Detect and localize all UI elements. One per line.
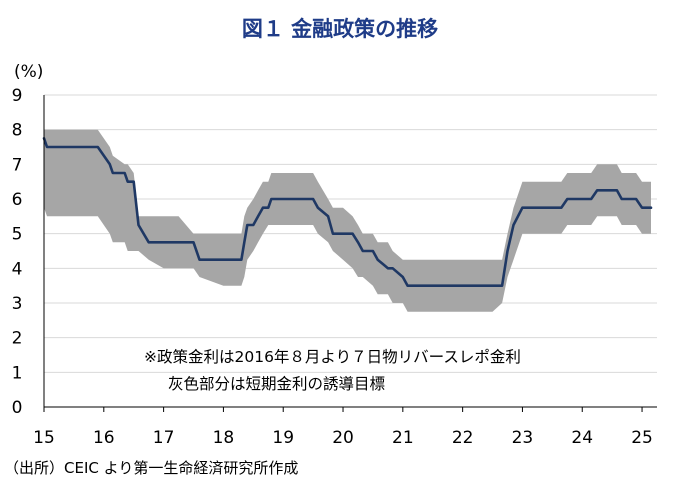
chart-title: 図１ 金融政策の推移 — [242, 17, 438, 41]
policy-rate-line — [42, 137, 653, 288]
y-tick-label: 4 — [12, 259, 23, 279]
target-band-area — [44, 129, 651, 312]
y-tick-label: 2 — [12, 329, 23, 349]
x-tick-label: 17 — [153, 428, 175, 448]
y-tick-label: 1 — [12, 363, 23, 383]
annotation-policy-rate-note: ※政策金利は2016年８月より７日物リバースレポ金利 — [144, 348, 521, 366]
series-line — [42, 137, 653, 288]
y-tick-label: 3 — [12, 294, 23, 314]
x-tick-label: 18 — [213, 428, 235, 448]
annotation-band-note: 灰色部分は短期金利の誘導目標 — [168, 375, 385, 393]
x-tick-label: 23 — [512, 428, 534, 448]
x-tick-label: 25 — [631, 428, 653, 448]
x-axis-ticks: 15 16 17 18 19 20 21 22 23 24 25 — [33, 407, 653, 448]
y-axis-unit-label: (%) — [14, 62, 43, 82]
y-axis-ticks: 0 1 2 3 4 5 6 7 8 9 — [12, 86, 23, 418]
source-note: （出所）CEIC より第一生命経済研究所作成 — [4, 459, 298, 477]
x-tick-label: 22 — [452, 428, 474, 448]
y-tick-label: 9 — [12, 86, 23, 106]
y-tick-label: 7 — [12, 155, 23, 175]
y-tick-label: 6 — [12, 190, 23, 210]
x-tick-label: 24 — [571, 428, 593, 448]
band-area — [44, 129, 651, 312]
y-tick-label: 8 — [12, 121, 23, 141]
x-tick-label: 16 — [93, 428, 115, 448]
x-tick-label: 19 — [272, 428, 294, 448]
x-tick-label: 21 — [392, 428, 414, 448]
x-tick-label: 15 — [33, 428, 55, 448]
y-tick-label: 5 — [12, 225, 23, 245]
x-tick-label: 20 — [332, 428, 354, 448]
y-tick-label: 0 — [12, 398, 23, 418]
axes — [43, 95, 657, 408]
